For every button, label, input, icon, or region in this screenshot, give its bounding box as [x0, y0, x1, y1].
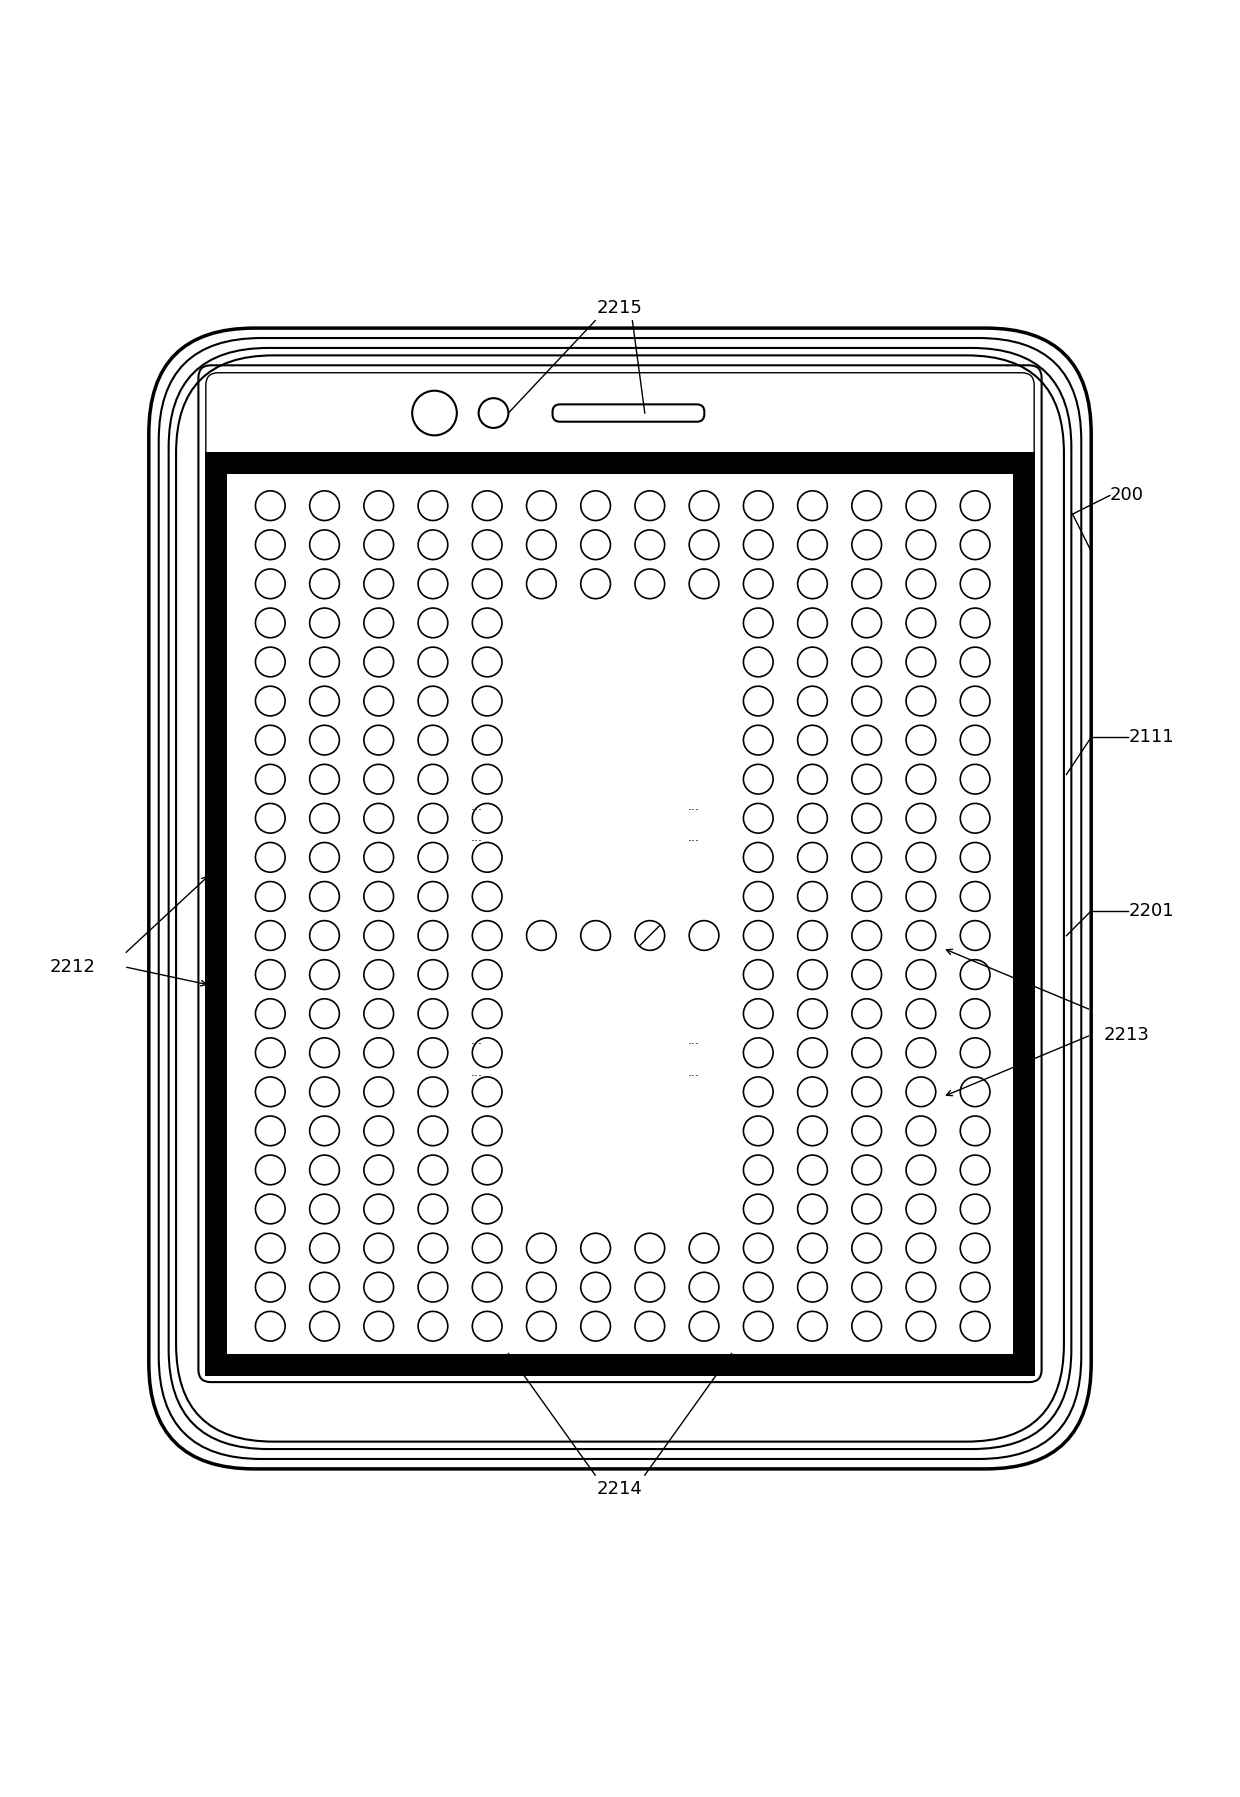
Text: 2111: 2111 — [1128, 728, 1174, 746]
Text: 2214: 2214 — [598, 1479, 642, 1497]
Text: 200: 200 — [1110, 487, 1143, 505]
Text: ...: ... — [470, 1066, 482, 1078]
Text: 2213: 2213 — [1104, 1026, 1149, 1044]
Text: 2212: 2212 — [50, 958, 95, 976]
Text: ...: ... — [687, 1035, 699, 1048]
Text: ...: ... — [687, 832, 699, 845]
Bar — [205, 453, 1035, 1377]
Text: 2215: 2215 — [598, 300, 642, 318]
Bar — [227, 474, 1013, 1353]
Text: ...: ... — [470, 1035, 482, 1048]
Text: ...: ... — [470, 832, 482, 845]
Text: ...: ... — [687, 1066, 699, 1078]
Text: ...: ... — [687, 800, 699, 812]
Text: 2201: 2201 — [1128, 902, 1174, 920]
Text: ...: ... — [470, 800, 482, 812]
